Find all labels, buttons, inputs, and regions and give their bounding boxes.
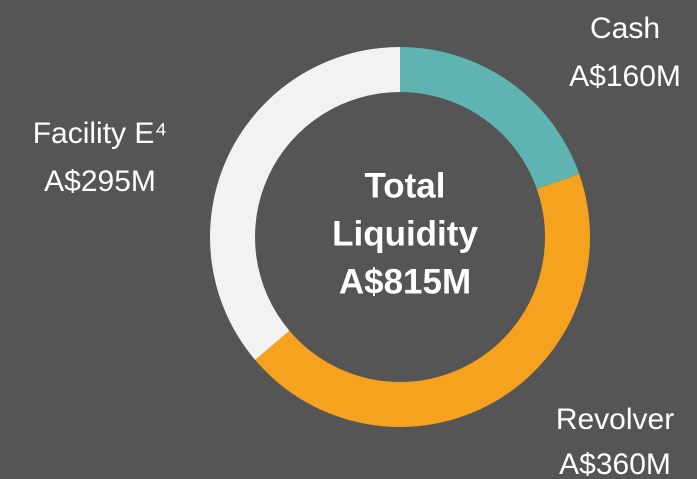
segment-name: Cash [590, 12, 660, 45]
center-label: Total [364, 166, 445, 205]
donut-segment [255, 174, 591, 428]
segment-value: A$295M [44, 165, 156, 198]
segment-value: A$160M [569, 60, 681, 93]
center-label: A$815M [339, 262, 471, 301]
donut-segment [400, 47, 580, 190]
segment-name: Revolver [556, 403, 674, 436]
donut-segment [210, 47, 400, 360]
center-label: Liquidity [332, 214, 478, 253]
segment-name: Facility E⁴ [33, 117, 168, 150]
segment-value: A$360M [559, 448, 671, 479]
